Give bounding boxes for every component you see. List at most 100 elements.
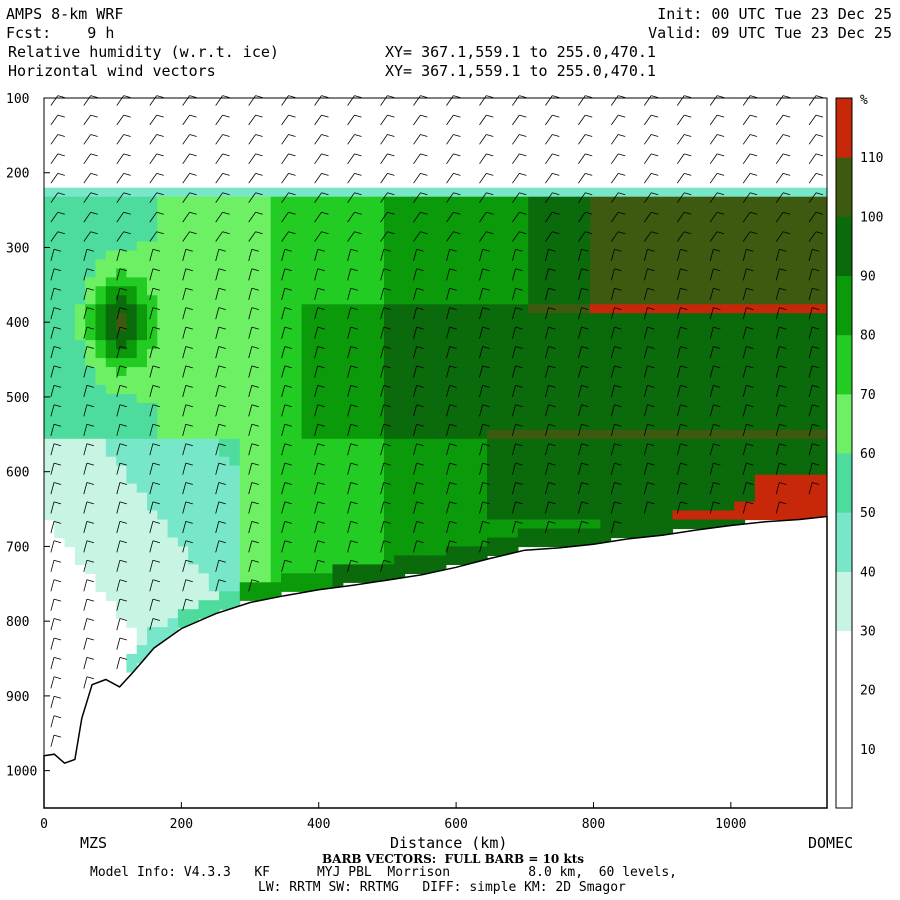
wind-barb-flag bbox=[746, 423, 754, 427]
rh-cell bbox=[620, 438, 632, 449]
rh-cell bbox=[600, 295, 612, 305]
wind-barb-flag bbox=[284, 346, 292, 349]
rh-cell bbox=[332, 546, 344, 556]
y-tick-label: 900 bbox=[6, 690, 29, 705]
wind-barb-staff bbox=[610, 114, 619, 126]
rh-cell bbox=[445, 394, 457, 404]
rh-cell bbox=[157, 277, 169, 287]
rh-cell bbox=[693, 295, 704, 305]
rh-cell bbox=[754, 456, 766, 467]
rh-cell bbox=[414, 367, 426, 377]
rh-cell bbox=[219, 358, 230, 368]
rh-cell bbox=[404, 340, 416, 350]
wind-barb-flag bbox=[251, 268, 259, 272]
rh-cell bbox=[497, 510, 509, 521]
rh-cell bbox=[157, 528, 169, 539]
rh-cell bbox=[713, 313, 725, 323]
rh-cell bbox=[311, 447, 323, 458]
rh-cell bbox=[507, 438, 519, 449]
rh-cell bbox=[270, 241, 282, 252]
rh-cell bbox=[497, 205, 509, 216]
rh-cell bbox=[363, 429, 375, 440]
rh-cell bbox=[167, 456, 179, 467]
wind-barb-staff bbox=[116, 95, 125, 106]
wind-barb-flag bbox=[255, 114, 263, 118]
rh-cell bbox=[662, 376, 674, 386]
rh-cell bbox=[85, 492, 97, 503]
wind-barb-flag bbox=[383, 443, 391, 447]
rh-cell bbox=[188, 241, 200, 252]
wind-barb-flag bbox=[185, 598, 193, 602]
rh-cell bbox=[363, 286, 375, 296]
rh-cell bbox=[724, 402, 735, 413]
rh-cell bbox=[394, 223, 406, 234]
rh-cell bbox=[579, 304, 591, 314]
rh-cell bbox=[291, 214, 303, 225]
rh-cell bbox=[44, 429, 55, 440]
rh-cell bbox=[528, 519, 540, 530]
wind-barb-staff bbox=[380, 424, 385, 436]
rh-cell bbox=[466, 277, 478, 287]
rh-cell bbox=[270, 555, 282, 565]
wind-barb-flag bbox=[449, 443, 457, 447]
rh-cell bbox=[404, 411, 416, 422]
rh-cell bbox=[384, 232, 395, 243]
wind-barb-flag bbox=[614, 287, 622, 291]
rh-cell bbox=[157, 241, 169, 252]
wind-barb-flag bbox=[284, 501, 292, 505]
wind-barb-staff bbox=[149, 231, 158, 242]
rh-cell bbox=[95, 376, 107, 386]
wind-barb-flag bbox=[123, 211, 131, 215]
rh-cell bbox=[538, 304, 550, 314]
rh-cell bbox=[332, 241, 344, 252]
rh-cell bbox=[353, 376, 364, 386]
wind-barb-flag bbox=[647, 287, 655, 291]
rh-cell bbox=[651, 358, 663, 368]
rh-cell bbox=[466, 474, 478, 485]
wind-barb-staff bbox=[149, 540, 154, 553]
wind-barb-staff bbox=[709, 365, 714, 378]
rh-cell bbox=[291, 492, 303, 503]
wind-barb-flag bbox=[486, 114, 494, 118]
rh-cell bbox=[198, 600, 210, 610]
rh-cell bbox=[54, 259, 66, 269]
rh-cell bbox=[208, 313, 220, 323]
rh-cell bbox=[476, 474, 488, 485]
wind-barb-flag bbox=[815, 173, 824, 176]
rh-cell bbox=[157, 456, 169, 467]
rh-cell bbox=[528, 420, 540, 431]
rh-cell bbox=[456, 420, 467, 431]
rh-cell bbox=[610, 385, 622, 395]
rh-cell bbox=[44, 277, 55, 287]
rh-cell bbox=[579, 474, 591, 485]
rh-cell bbox=[270, 367, 282, 377]
rh-cell bbox=[250, 411, 261, 422]
rh-cell bbox=[44, 304, 55, 314]
rh-cell bbox=[806, 187, 818, 198]
rh-cell bbox=[74, 528, 86, 539]
rh-cell bbox=[497, 340, 509, 350]
rh-cell bbox=[425, 402, 437, 413]
wind-barb-flag bbox=[548, 404, 556, 408]
rh-cell bbox=[105, 429, 117, 440]
rh-cell bbox=[590, 492, 601, 503]
rh-cell bbox=[703, 402, 715, 413]
rh-cell bbox=[507, 385, 519, 395]
wind-barb-staff bbox=[709, 231, 718, 242]
rh-cell bbox=[445, 214, 457, 225]
rh-cell bbox=[497, 420, 509, 431]
rh-cell bbox=[373, 250, 385, 261]
rh-cell bbox=[435, 501, 447, 512]
rh-cell bbox=[188, 564, 200, 574]
rh-cell bbox=[796, 232, 807, 243]
rh-cell bbox=[507, 286, 519, 296]
rh-cell bbox=[724, 241, 735, 252]
wind-barb-flag bbox=[119, 559, 128, 563]
wind-barb-flag bbox=[548, 326, 556, 330]
rh-cell bbox=[775, 385, 787, 395]
rh-cell bbox=[476, 313, 488, 323]
wind-barb-staff bbox=[347, 482, 352, 495]
wind-barb-staff bbox=[83, 462, 88, 475]
wind-barb-staff bbox=[248, 346, 253, 359]
rh-cell bbox=[569, 394, 581, 404]
